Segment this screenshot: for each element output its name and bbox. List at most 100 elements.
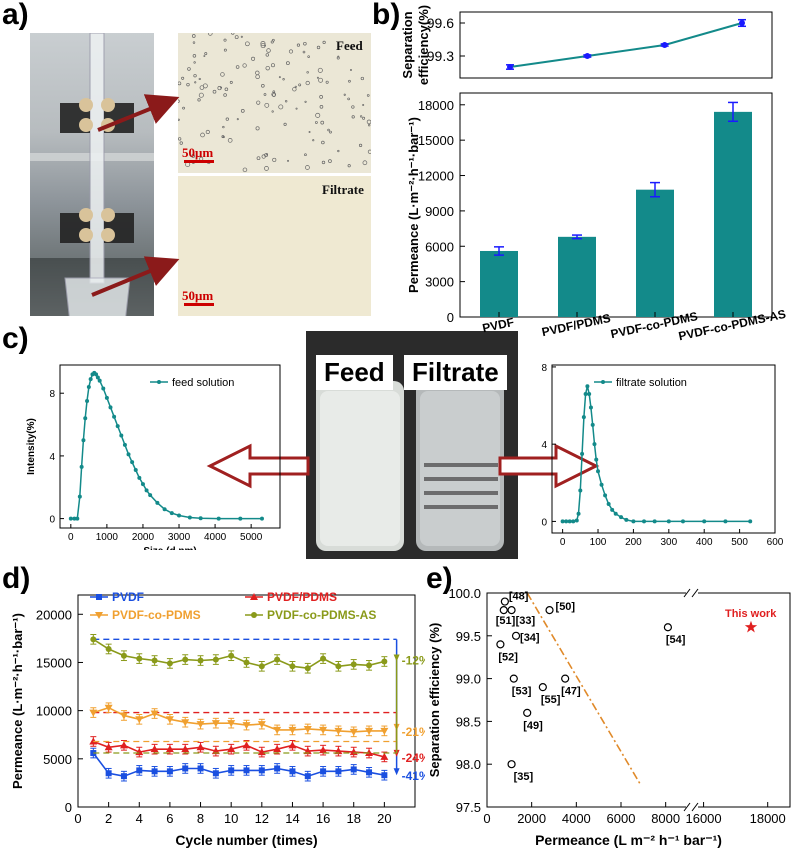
- data-point: [587, 391, 592, 396]
- x-tick-label: 300: [660, 537, 677, 548]
- data-point: [228, 767, 235, 774]
- x-tick-label: 100: [590, 537, 607, 548]
- data-point: [596, 469, 601, 474]
- emulsion-droplet: [242, 167, 248, 173]
- data-point: [739, 20, 745, 26]
- emulsion-droplet: [312, 139, 315, 142]
- filtrate-micrograph: [178, 176, 371, 316]
- plot-frame: [551, 364, 776, 534]
- literature-point: [511, 631, 521, 640]
- data-point: [120, 773, 127, 780]
- x-tick-label: 500: [731, 537, 748, 548]
- emulsion-droplet: [366, 119, 371, 125]
- data-point: [119, 712, 128, 720]
- x-tick-label: 12: [255, 811, 269, 826]
- x-axis-label: Size (d.nm): [143, 546, 196, 550]
- data-point: [212, 656, 219, 663]
- emulsion-droplet: [178, 137, 182, 141]
- x-tick-label: PVDF: [481, 315, 515, 335]
- data-point: [162, 507, 167, 512]
- data-point: [585, 384, 590, 389]
- emulsion-droplet: [284, 99, 288, 103]
- this-work-star: [744, 620, 758, 633]
- literature-label: [52]: [498, 651, 518, 663]
- y-tick-label: 98.5: [456, 714, 481, 729]
- data-point: [94, 372, 99, 377]
- literature-label: [51]: [496, 615, 516, 627]
- y-tick-label: 99.0: [456, 672, 481, 687]
- x-tick-label: 0: [74, 811, 81, 826]
- data-point: [211, 720, 220, 728]
- emulsion-droplet: [307, 55, 310, 58]
- emulsion-droplet: [303, 41, 307, 46]
- emulsion-droplet: [266, 48, 271, 53]
- data-point: [289, 768, 296, 775]
- data-point: [135, 716, 144, 724]
- emulsion-droplet: [192, 54, 197, 58]
- emulsion-droplet: [360, 76, 365, 81]
- data-point: [564, 519, 569, 524]
- data-point: [181, 719, 190, 727]
- arrow-to-feed-dls: [206, 443, 310, 489]
- emulsion-droplet: [295, 107, 298, 110]
- data-point: [90, 636, 97, 643]
- feed-micrograph: [178, 33, 371, 173]
- emulsion-droplet: [261, 83, 265, 88]
- y-tick-label: 10000: [36, 704, 72, 719]
- data-point: [166, 768, 173, 775]
- literature-point: [507, 760, 516, 769]
- y-tick-label: 100.0: [448, 586, 481, 601]
- data-point: [319, 746, 328, 754]
- emulsion-droplet: [366, 94, 370, 97]
- x-tick-label: 16: [316, 811, 330, 826]
- emulsion-droplet: [322, 40, 326, 44]
- emulsion-droplet: [222, 125, 225, 129]
- x-tick-label: 1000: [96, 532, 119, 543]
- data-point: [197, 765, 204, 772]
- emulsion-droplet: [235, 65, 240, 69]
- data-point: [155, 500, 160, 505]
- emulsion-droplet: [337, 149, 340, 153]
- plot-frame: [77, 594, 416, 808]
- data-point: [320, 768, 327, 775]
- emulsion-droplet: [362, 116, 366, 120]
- emulsion-droplet: [296, 43, 301, 47]
- emulsion-droplet: [305, 165, 310, 170]
- y-axis-label: Separation efficiency (%): [427, 623, 442, 778]
- emulsion-droplet: [256, 156, 261, 161]
- y-tick-label: 15000: [418, 133, 454, 148]
- data-point: [104, 704, 113, 712]
- emulsion-droplet: [255, 126, 260, 131]
- data-point: [603, 493, 608, 498]
- literature-label: [34]: [520, 632, 540, 644]
- data-point: [610, 507, 615, 512]
- emulsion-droplet: [179, 141, 183, 145]
- data-point: [680, 519, 685, 524]
- x-tick-label: 20: [377, 811, 391, 826]
- data-point: [81, 438, 86, 443]
- legend-label: PVDF-co-PDMS: [112, 608, 201, 622]
- emulsion-droplet: [336, 56, 340, 60]
- emulsion-droplet: [308, 131, 311, 133]
- y-tick-label: 0: [447, 310, 454, 325]
- data-point: [583, 391, 588, 396]
- y-tick-label: 3000: [425, 275, 454, 290]
- emulsion-droplet: [329, 130, 332, 134]
- bar: [714, 111, 752, 317]
- emulsion-droplet: [260, 42, 266, 49]
- emulsion-droplet: [263, 93, 267, 96]
- emulsion-droplet: [203, 55, 206, 57]
- data-point: [381, 772, 388, 779]
- literature-point: [523, 708, 532, 717]
- emulsion-droplet: [319, 105, 324, 109]
- plot-frame: [486, 592, 791, 808]
- literature-point: [499, 606, 508, 615]
- emulsion-droplet: [264, 102, 270, 108]
- x-tick-label: 8000: [651, 811, 680, 826]
- vial-label-feed: Feed: [316, 355, 393, 390]
- arrow-to-filtrate: [91, 256, 180, 297]
- data-point: [642, 519, 647, 524]
- x-tick-label: 4000: [562, 811, 591, 826]
- literature-label: [49]: [523, 720, 543, 732]
